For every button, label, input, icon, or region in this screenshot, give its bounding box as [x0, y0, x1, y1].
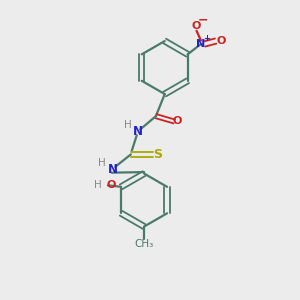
Text: CH₃: CH₃: [134, 239, 154, 249]
Text: H: H: [124, 120, 132, 130]
Text: O: O: [106, 180, 116, 190]
Text: O: O: [173, 116, 182, 126]
Text: H: H: [94, 180, 102, 190]
Text: −: −: [198, 14, 208, 27]
Text: N: N: [108, 163, 118, 176]
Text: N: N: [133, 125, 142, 138]
Text: O: O: [192, 21, 201, 31]
Text: O: O: [217, 36, 226, 46]
Text: S: S: [153, 148, 162, 161]
Text: +: +: [203, 34, 210, 43]
Text: N: N: [196, 39, 206, 49]
Text: H: H: [98, 158, 106, 168]
